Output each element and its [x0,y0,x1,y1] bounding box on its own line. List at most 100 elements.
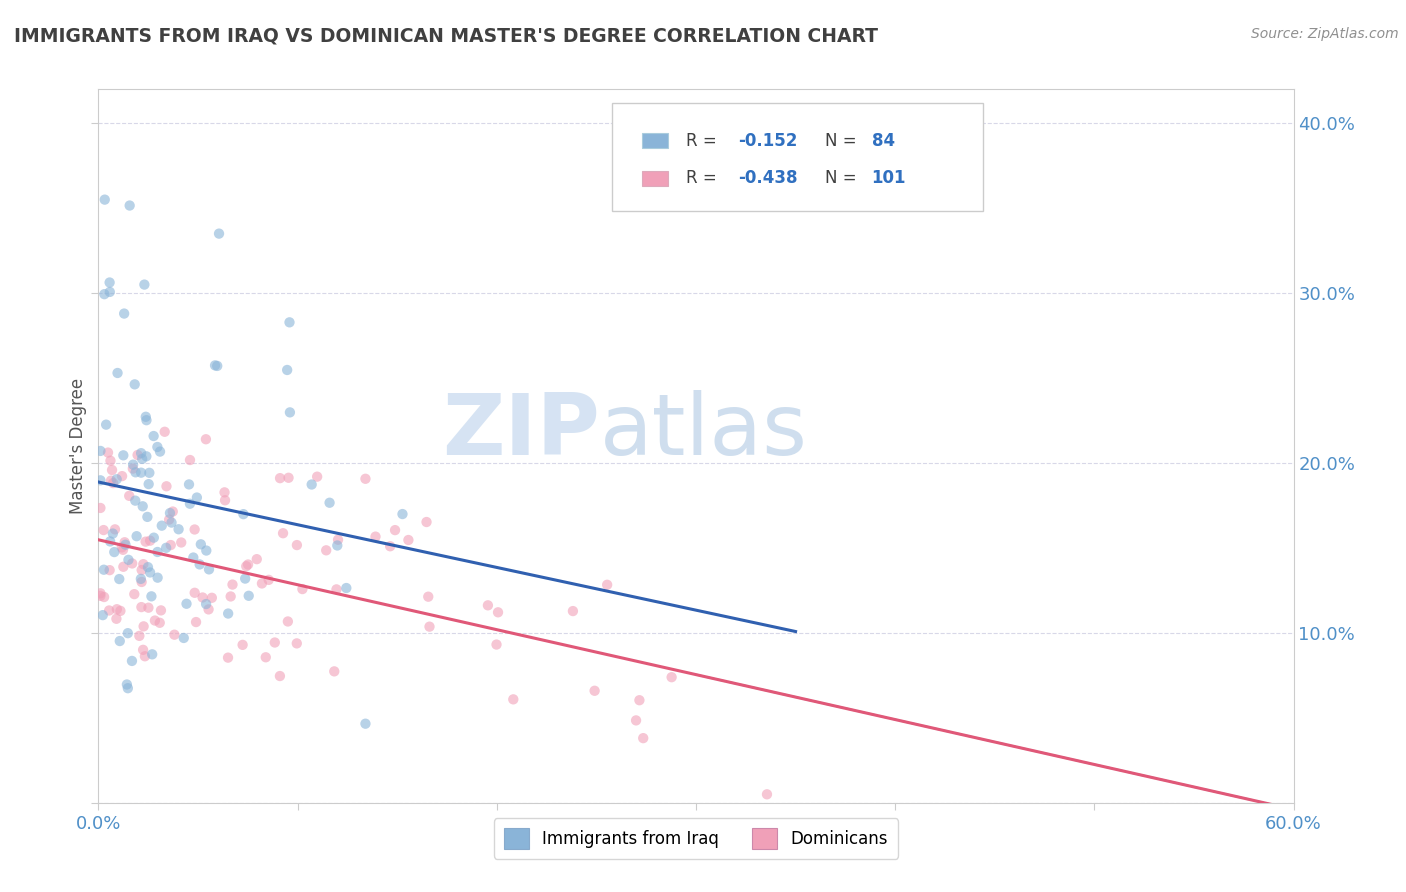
FancyBboxPatch shape [613,103,983,211]
Point [179,453,201,467]
Point [128,629,150,643]
Point [195,597,218,611]
Point [183,586,205,600]
Point [139,566,162,580]
Point [124,377,146,392]
Text: R =: R = [686,169,723,187]
Point [756,787,779,801]
Point [173,631,195,645]
Point [112,448,135,462]
Point [93,563,115,577]
Point [232,507,254,521]
Point [101,476,124,491]
Point [277,615,299,629]
Point [115,677,138,691]
Point [561,604,583,618]
Point [117,553,139,567]
Point [117,681,139,696]
Point [250,576,273,591]
Point [191,591,214,605]
Point [628,693,651,707]
Point [94,417,117,432]
Point [108,634,131,648]
Y-axis label: Master's Degree: Master's Degree [69,378,87,514]
Point [278,315,301,329]
Point [190,537,212,551]
Text: 101: 101 [872,169,905,187]
Point [122,458,145,472]
Point [195,543,218,558]
Text: Source: ZipAtlas.com: Source: ZipAtlas.com [1251,27,1399,41]
Point [219,590,242,604]
Point [118,489,141,503]
Text: R =: R = [686,132,723,150]
Point [89,500,111,515]
Point [486,605,509,619]
Point [121,654,143,668]
Point [163,628,186,642]
Point [135,450,157,464]
Legend: Immigrants from Iraq, Dominicans: Immigrants from Iraq, Dominicans [494,818,898,859]
Point [110,604,132,618]
Point [100,474,122,488]
Point [291,582,314,596]
Point [117,626,139,640]
Point [221,577,243,591]
Point [101,526,124,541]
Point [276,363,298,377]
Point [150,518,173,533]
Point [146,440,169,454]
Point [271,526,294,541]
Point [583,683,606,698]
Point [111,469,134,483]
Point [131,451,153,466]
Point [153,425,176,439]
Point [167,522,190,536]
Point [138,477,160,491]
Point [141,590,163,604]
Point [502,692,524,706]
Point [201,591,224,605]
Point [232,638,254,652]
Point [207,359,229,373]
Point [131,600,153,615]
Point [354,472,377,486]
Point [254,650,277,665]
Point [415,515,437,529]
Text: N =: N = [825,169,862,187]
Point [177,477,200,491]
Text: 84: 84 [872,132,894,150]
Point [132,500,155,514]
Point [127,448,149,462]
Point [269,669,291,683]
Point [132,619,155,633]
Point [170,535,193,549]
FancyBboxPatch shape [643,133,668,148]
Point [93,523,115,537]
Point [114,538,136,552]
Point [323,665,346,679]
Point [101,463,124,477]
Point [186,491,208,505]
FancyBboxPatch shape [643,170,668,186]
Point [143,614,166,628]
Point [124,493,146,508]
Point [285,636,308,650]
Point [197,602,219,616]
Point [217,650,239,665]
Point [364,530,387,544]
Point [217,607,239,621]
Point [129,446,152,460]
Text: atlas: atlas [600,390,808,474]
Point [93,590,115,604]
Point [661,670,683,684]
Point [89,444,111,458]
Point [318,496,340,510]
Text: IMMIGRANTS FROM IRAQ VS DOMINICAN MASTER'S DEGREE CORRELATION CHART: IMMIGRANTS FROM IRAQ VS DOMINICAN MASTER… [14,27,879,45]
Point [142,429,165,443]
Point [596,578,619,592]
Point [97,445,120,459]
Point [146,545,169,559]
Point [257,573,280,587]
Point [135,409,157,424]
